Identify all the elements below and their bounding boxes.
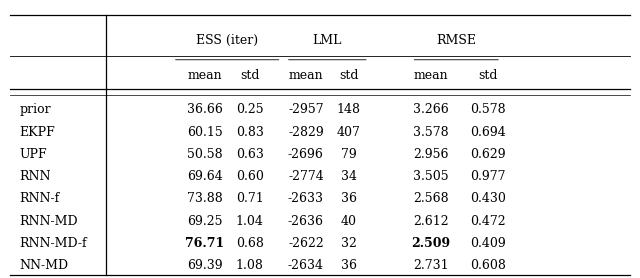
Text: 2.612: 2.612	[413, 215, 449, 227]
Text: NN-MD: NN-MD	[19, 259, 68, 272]
Text: 0.578: 0.578	[470, 103, 506, 116]
Text: 73.88: 73.88	[187, 192, 223, 205]
Text: -2622: -2622	[288, 237, 324, 250]
Text: -2957: -2957	[288, 103, 324, 116]
Text: 2.509: 2.509	[411, 237, 451, 250]
Text: 50.58: 50.58	[187, 148, 223, 161]
Text: RNN-MD: RNN-MD	[19, 215, 78, 227]
Text: 3.578: 3.578	[413, 126, 449, 138]
Text: -2696: -2696	[288, 148, 324, 161]
Text: 36.66: 36.66	[187, 103, 223, 116]
Text: 3.266: 3.266	[413, 103, 449, 116]
Text: 0.60: 0.60	[236, 170, 264, 183]
Text: 0.25: 0.25	[236, 103, 264, 116]
Text: UPF: UPF	[19, 148, 47, 161]
Text: 69.64: 69.64	[187, 170, 223, 183]
Text: 36: 36	[341, 259, 357, 272]
Text: EKPF: EKPF	[19, 126, 55, 138]
Text: 0.68: 0.68	[236, 237, 264, 250]
Text: ESS (iter): ESS (iter)	[196, 34, 259, 47]
Text: 0.694: 0.694	[470, 126, 506, 138]
Text: -2633: -2633	[288, 192, 324, 205]
Text: -2774: -2774	[288, 170, 324, 183]
Text: 0.71: 0.71	[236, 192, 264, 205]
Text: RNN: RNN	[19, 170, 51, 183]
Text: 32: 32	[341, 237, 356, 250]
Text: std: std	[479, 69, 498, 81]
Text: 69.25: 69.25	[187, 215, 223, 227]
Text: RMSE: RMSE	[436, 34, 476, 47]
Text: 2.568: 2.568	[413, 192, 449, 205]
Text: 34: 34	[341, 170, 357, 183]
Text: 0.977: 0.977	[470, 170, 506, 183]
Text: prior: prior	[19, 103, 51, 116]
Text: 36: 36	[341, 192, 357, 205]
Text: 0.409: 0.409	[470, 237, 506, 250]
Text: 0.430: 0.430	[470, 192, 506, 205]
Text: 0.83: 0.83	[236, 126, 264, 138]
Text: 76.71: 76.71	[185, 237, 225, 250]
Text: 2.956: 2.956	[413, 148, 449, 161]
Text: mean: mean	[413, 69, 448, 81]
Text: RNN-f: RNN-f	[19, 192, 60, 205]
Text: -2636: -2636	[288, 215, 324, 227]
Text: 148: 148	[337, 103, 361, 116]
Text: std: std	[339, 69, 358, 81]
Text: 1.08: 1.08	[236, 259, 264, 272]
Text: mean: mean	[188, 69, 222, 81]
Text: 60.15: 60.15	[187, 126, 223, 138]
Text: 0.608: 0.608	[470, 259, 506, 272]
Text: 0.629: 0.629	[470, 148, 506, 161]
Text: 79: 79	[341, 148, 356, 161]
Text: -2829: -2829	[288, 126, 324, 138]
Text: mean: mean	[289, 69, 323, 81]
Text: 407: 407	[337, 126, 361, 138]
Text: 1.04: 1.04	[236, 215, 264, 227]
Text: RNN-MD-f: RNN-MD-f	[19, 237, 87, 250]
Text: 2.731: 2.731	[413, 259, 449, 272]
Text: -2634: -2634	[288, 259, 324, 272]
Text: std: std	[240, 69, 259, 81]
Text: 40: 40	[341, 215, 357, 227]
Text: LML: LML	[313, 34, 342, 47]
Text: 69.39: 69.39	[187, 259, 223, 272]
Text: 3.505: 3.505	[413, 170, 449, 183]
Text: 0.472: 0.472	[470, 215, 506, 227]
Text: 0.63: 0.63	[236, 148, 264, 161]
